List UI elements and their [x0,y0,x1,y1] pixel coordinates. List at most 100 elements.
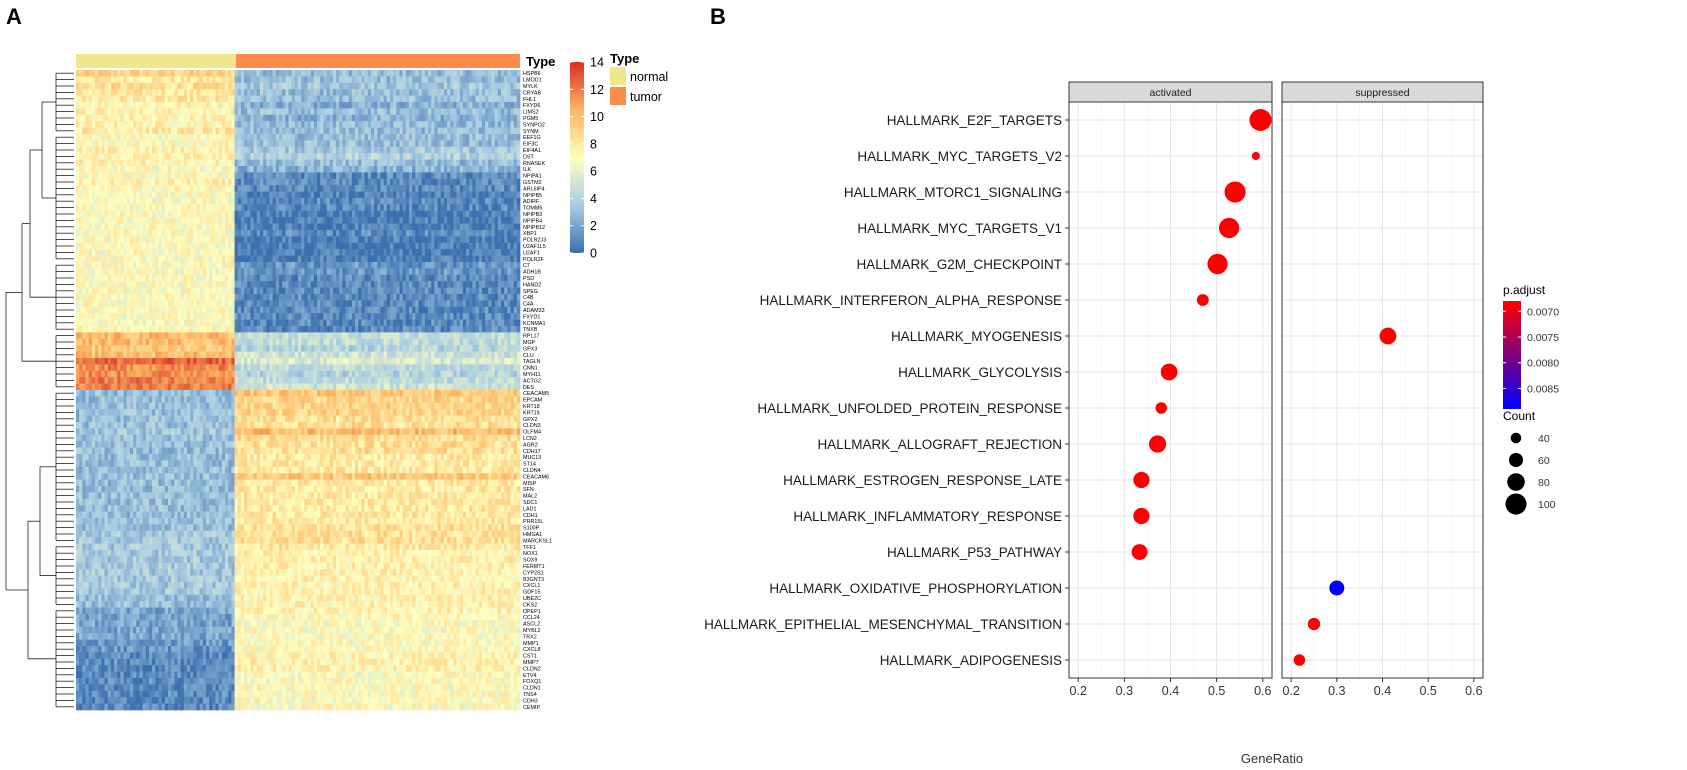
heatmap-cell [301,274,305,282]
heatmap-cell [428,108,432,116]
heatmap-cell [386,102,391,109]
heatmap-cell [256,108,261,116]
heatmap-cell [231,191,235,199]
heatmap-cell [209,95,213,103]
heatmap-cell [171,70,175,77]
heatmap-cell [294,242,299,250]
heatmap-cell [161,249,166,256]
heatmap-cell [142,121,147,128]
heatmap-cell [240,223,245,231]
heatmap-cell [196,82,201,90]
heatmap-cell [139,127,143,135]
heatmap-cell [469,102,473,109]
heatmap-cell [285,166,289,173]
heatmap-cell [183,236,188,244]
heatmap-cell [367,198,372,205]
heatmap-cell [98,114,102,122]
heatmap-cell [332,191,337,199]
heatmap-cell [142,262,147,269]
heatmap-cell [345,166,350,173]
heatmap-cell [196,102,201,109]
heatmap-cell [199,236,204,244]
heatmap-cell [244,146,248,154]
heatmap-cell [202,191,207,199]
heatmap-cell [278,159,283,167]
heatmap-cell [107,242,112,250]
heatmap-cell [95,95,99,103]
heatmap-cell [155,172,159,180]
heatmap-cell [107,268,112,276]
heatmap-cell [183,242,188,250]
heatmap-cell [329,204,334,212]
heatmap-cell [215,236,220,244]
heatmap-cell [285,178,289,186]
heatmap-cell [294,153,299,160]
heatmap-cell [348,223,353,231]
heatmap-cell [82,198,86,205]
heatmap-cell [104,204,109,212]
heatmap-cell [370,108,375,116]
heatmap-cell [481,166,486,173]
heatmap-cell [516,268,521,276]
heatmap-cell [351,262,356,269]
heatmap-cell [336,204,340,212]
heatmap-cell [367,230,372,237]
heatmap-cell [228,210,232,218]
heatmap-cell [101,172,105,180]
heatmap-cell [409,242,413,250]
heatmap-cell [98,121,102,128]
heatmap-cell [177,236,182,244]
heatmap-cell [351,230,356,237]
heatmap-cell [412,262,416,269]
heatmap-cell [317,262,321,269]
heatmap-cell [339,114,343,122]
heatmap-cell [450,198,454,205]
heatmap-cell [393,217,397,224]
heatmap-cell [456,249,461,256]
heatmap-cell [342,153,346,160]
heatmap-cell [339,70,343,77]
heatmap-cell [91,134,96,141]
heatmap-cell [370,153,375,160]
heatmap-cell [475,242,480,250]
heatmap-cell [88,108,93,116]
heatmap-cell [301,102,305,109]
heatmap-cell [187,223,191,231]
heatmap-cell [259,121,264,128]
heatmap-cell [110,70,115,77]
heatmap-cell [440,114,445,122]
heatmap-cell [110,159,115,167]
heatmap-cell [158,172,162,180]
heatmap-cell [453,140,457,148]
heatmap-cell [494,140,499,148]
heatmap-cell [326,217,331,224]
heatmap-cell [196,127,201,135]
heatmap-cell [507,127,511,135]
heatmap-cell [364,89,369,96]
heatmap-cell [358,262,362,269]
heatmap-cell [174,102,178,109]
heatmap-cell [428,217,432,224]
heatmap-cell [183,268,188,276]
heatmap-cell [428,178,432,186]
heatmap-cell [206,76,210,84]
heatmap-cell [443,230,448,237]
heatmap-cell [164,178,169,186]
heatmap-cell [377,76,381,84]
heatmap-cell [253,121,258,128]
heatmap-cell [450,242,454,250]
heatmap-cell [494,210,499,218]
heatmap-cell [228,191,232,199]
heatmap-cell [326,242,331,250]
heatmap-cell [437,223,442,231]
heatmap-cell [136,274,140,282]
heatmap-cell [424,140,429,148]
heatmap-cell [313,268,318,276]
heatmap-cell [263,185,267,192]
heatmap-cell [405,236,410,244]
heatmap-cell [377,268,381,276]
heatmap-cell [497,262,502,269]
heatmap-cell [415,140,419,148]
heatmap-cell [209,108,213,116]
heatmap-cell [450,268,454,276]
